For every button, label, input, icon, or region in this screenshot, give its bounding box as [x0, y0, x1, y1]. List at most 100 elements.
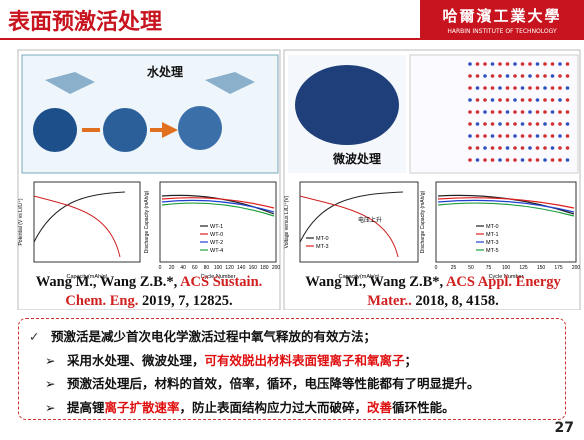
journal: ACS Sustain. Chem. Eng.	[65, 274, 263, 309]
plot-area	[299, 181, 419, 263]
discharge-curve	[33, 195, 121, 258]
atom	[528, 110, 532, 114]
legend-label: WT-4	[210, 248, 223, 254]
atom	[565, 110, 570, 114]
x-tick-label: 50	[468, 265, 474, 271]
x-tick-label: 180	[260, 265, 269, 271]
x-tick-label: 120	[225, 265, 234, 271]
bullet-marker: ➢	[45, 399, 56, 415]
atom	[550, 158, 555, 162]
atom	[558, 134, 562, 138]
atom	[535, 158, 540, 162]
atom	[520, 74, 525, 78]
atom	[535, 110, 540, 114]
atom	[520, 122, 525, 126]
atom	[490, 158, 495, 162]
atom	[558, 86, 562, 90]
x-tick-label: 125	[519, 265, 528, 271]
atom	[528, 158, 532, 162]
logo: 哈爾濱工業大學 HARBIN INSTITUTE OF TECHNOLOGY	[420, 0, 584, 38]
atom	[483, 98, 487, 102]
atom	[490, 146, 495, 150]
atom	[505, 110, 510, 114]
atom	[520, 158, 525, 162]
atom	[565, 146, 570, 150]
atom	[528, 134, 532, 138]
atom	[535, 122, 540, 126]
axis-title: Discharge Capacity (mAh/g)	[144, 190, 150, 253]
atom	[468, 134, 472, 138]
legend-label: MT-0	[486, 224, 499, 230]
atom	[490, 134, 495, 138]
atom	[475, 134, 480, 138]
atom	[535, 134, 540, 138]
atom	[505, 86, 510, 90]
slide-title: 表面预激活处理	[8, 10, 163, 35]
x-tick-label: 75	[486, 265, 492, 271]
legend-label: MT-5	[486, 248, 499, 254]
atom	[513, 74, 517, 78]
layer	[205, 72, 255, 94]
atom	[475, 98, 480, 102]
atom	[535, 86, 540, 90]
authors: Wang M., Wang Z.B*,	[305, 274, 446, 290]
charge-curve	[33, 191, 126, 243]
atom	[475, 110, 480, 114]
atom	[535, 146, 540, 150]
atom	[498, 146, 502, 150]
atom	[565, 74, 570, 78]
atom	[550, 74, 555, 78]
atom	[543, 122, 547, 126]
atom-grid	[468, 62, 570, 162]
vessel	[295, 65, 399, 145]
x-tick-label: 200	[272, 265, 281, 271]
legend-label: WT-2	[210, 240, 223, 246]
cycle-curve	[437, 199, 575, 213]
cycle-curve	[437, 197, 575, 209]
atom	[498, 134, 502, 138]
header-rule	[0, 38, 584, 40]
atom	[490, 62, 495, 66]
atom	[475, 122, 480, 126]
atom	[498, 74, 502, 78]
atom	[528, 74, 532, 78]
atom	[520, 86, 525, 90]
citation-details: 2019, 7, 12825.	[138, 293, 233, 309]
citation: Wang M., Wang Z.B*, ACS Appl. Energy Mat…	[290, 273, 576, 311]
atom	[565, 122, 570, 126]
atom	[468, 98, 472, 102]
axis-title: Potential (V vs Li/Li⁺)	[18, 198, 24, 245]
atom	[520, 134, 525, 138]
atom	[558, 74, 562, 78]
atom	[498, 98, 502, 102]
legend-label: WT-1	[210, 224, 223, 230]
atom	[498, 158, 502, 162]
bullet-marker: ➢	[45, 352, 56, 368]
atom	[513, 98, 517, 102]
atom	[483, 74, 487, 78]
atom	[475, 74, 480, 78]
structure-bg	[409, 54, 579, 174]
atom	[550, 134, 555, 138]
x-tick-label: 175	[554, 265, 563, 271]
atom	[513, 134, 517, 138]
atom	[468, 86, 472, 90]
atom	[528, 62, 532, 66]
atom	[498, 86, 502, 90]
atom	[565, 98, 570, 102]
layer	[45, 72, 95, 94]
axis-title: Capacity(mAh/g)	[339, 274, 380, 280]
x-tick-label: 25	[451, 265, 457, 271]
atom	[498, 110, 502, 114]
highlight-text: 离子扩散速率	[104, 399, 180, 415]
plot-area	[435, 181, 577, 263]
citation-details: 2018, 8, 4158.	[411, 293, 499, 309]
x-tick-label: 150	[537, 265, 546, 271]
x-tick-label: 0	[159, 265, 162, 271]
atom	[483, 158, 487, 162]
bullet-marker: ➢	[45, 376, 56, 391]
discharge-curve	[299, 195, 399, 258]
journal: ACS Appl. Energy Mater..	[367, 274, 561, 309]
atom	[558, 122, 562, 126]
atom	[550, 146, 555, 150]
